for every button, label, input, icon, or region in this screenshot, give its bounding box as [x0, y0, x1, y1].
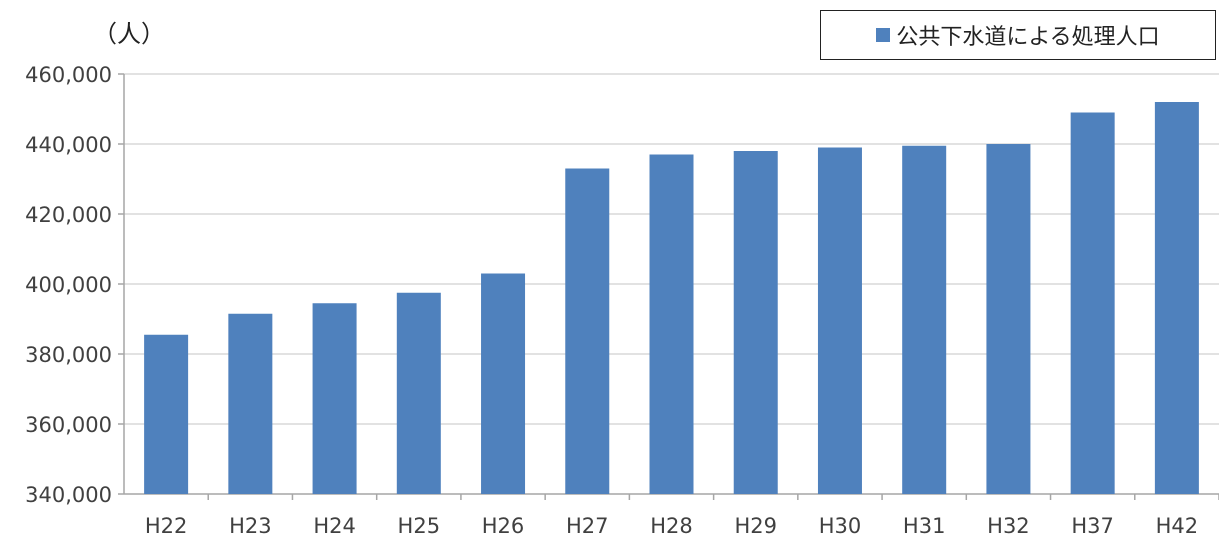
- legend-series-label: 公共下水道による処理人口: [896, 25, 1160, 50]
- bar-H24: [312, 303, 357, 494]
- bar-H23: [228, 313, 273, 494]
- legend-swatch: [876, 28, 891, 42]
- bar-H28: [649, 154, 694, 494]
- x-tick-label: H29: [734, 514, 777, 538]
- x-tick-label: H42: [1156, 514, 1199, 538]
- x-tick-label: H30: [819, 514, 862, 538]
- bar-H31: [902, 145, 947, 494]
- y-tick-label: 400,000: [25, 273, 112, 297]
- bar-H25: [396, 292, 441, 494]
- bar-H29: [733, 151, 778, 494]
- x-tick-label: H31: [903, 514, 946, 538]
- bar-H30: [817, 147, 862, 494]
- x-tick-label: H23: [229, 514, 272, 538]
- x-tick-label: H22: [145, 514, 188, 538]
- x-tick-label: H27: [566, 514, 609, 538]
- x-tick-label: H28: [650, 514, 693, 538]
- y-axis-unit-label: （人）: [93, 20, 165, 48]
- bar-H32: [986, 144, 1031, 494]
- bar-H26: [481, 273, 526, 494]
- x-tick-label: H37: [1071, 514, 1114, 538]
- chart-legend: 公共下水道による処理人口: [820, 10, 1216, 60]
- y-tick-label: 380,000: [25, 343, 112, 367]
- bar-H27: [565, 168, 610, 494]
- y-tick-label: 360,000: [25, 413, 112, 437]
- x-tick-label: H25: [398, 514, 441, 538]
- y-tick-label: 460,000: [25, 63, 112, 87]
- bar-H42: [1154, 102, 1199, 494]
- y-tick-label: 420,000: [25, 203, 112, 227]
- y-tick-label: 440,000: [25, 133, 112, 157]
- bar-H22: [144, 334, 189, 494]
- x-tick-label: H26: [482, 514, 525, 538]
- x-tick-label: H32: [987, 514, 1030, 538]
- bar-H37: [1070, 112, 1115, 494]
- y-tick-label: 340,000: [25, 483, 112, 507]
- x-tick-label: H24: [313, 514, 356, 538]
